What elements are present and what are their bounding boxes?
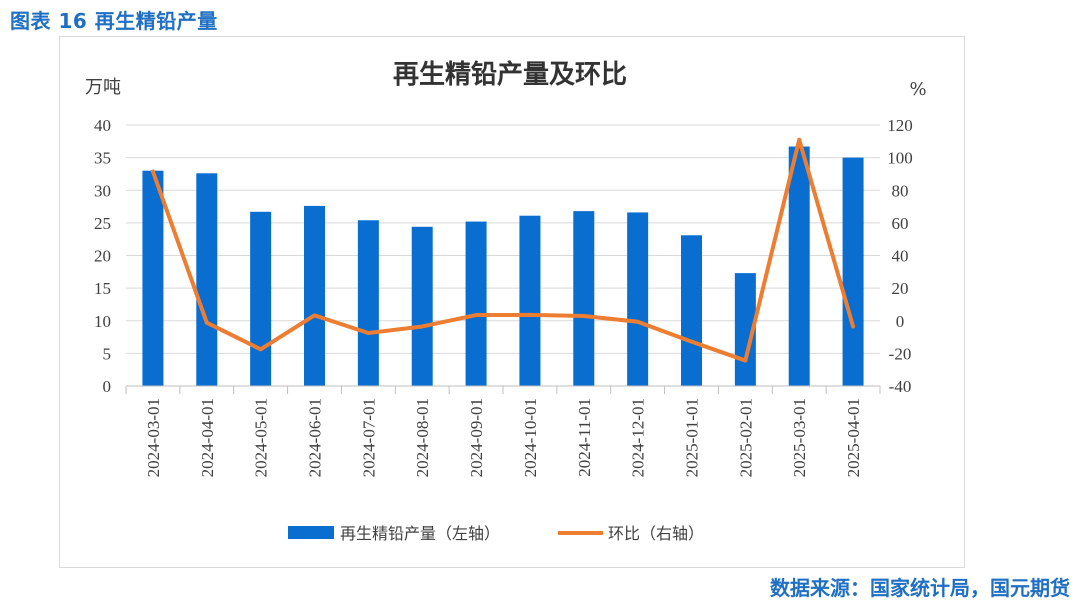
x-tick-label: 2024-11-01	[575, 398, 594, 477]
right-tick-label: -20	[889, 344, 912, 363]
bar	[788, 146, 810, 386]
left-tick-label: 25	[94, 214, 111, 233]
x-tick-label: 2024-06-01	[306, 398, 325, 477]
figure-title: 图表 16 再生精铅产量	[10, 9, 218, 33]
bar	[304, 205, 325, 386]
left-tick-label: 35	[94, 149, 111, 168]
x-tick-label: 2024-09-01	[467, 398, 486, 477]
bar	[627, 212, 649, 386]
left-tick-label: 30	[94, 181, 111, 200]
x-tick-label: 2025-04-01	[844, 398, 863, 477]
left-tick-label: 5	[103, 344, 112, 363]
bar	[681, 235, 702, 386]
bar	[196, 173, 218, 386]
right-tick-label: 40	[892, 247, 909, 266]
right-tick-label: 20	[892, 279, 909, 298]
line-path	[150, 137, 856, 363]
x-tick-label: 2024-10-01	[521, 398, 540, 477]
x-tick-label: 2025-01-01	[683, 398, 702, 477]
x-tick-label: 2024-07-01	[359, 398, 378, 477]
x-tick-label: 2025-02-01	[736, 398, 755, 477]
bar	[519, 215, 541, 386]
right-tick-label: 120	[887, 116, 913, 135]
chart-title: 再生精铅产量及环比	[393, 60, 627, 90]
line-series	[150, 137, 856, 363]
left-tick-label: 15	[94, 279, 111, 298]
right-tick-label: 100	[887, 149, 913, 168]
right-tick-label: 0	[896, 312, 905, 331]
axes: 0 5 10 15 20 25 30 35 40 -40 -20 0 20 40 60 80 100 120 202…	[94, 116, 913, 477]
left-axis-unit: 万吨	[85, 77, 121, 98]
right-axis-unit: %	[909, 79, 926, 100]
bar	[465, 221, 487, 386]
legend-line-label: 环比（右轴）	[608, 524, 704, 543]
right-tick-label: 80	[892, 181, 909, 200]
left-tick-label: 10	[94, 312, 111, 331]
x-tick-label: 2024-05-01	[252, 398, 271, 477]
x-tick-label: 2025-03-01	[790, 398, 809, 477]
left-tick-label: 40	[94, 116, 111, 135]
bar	[842, 157, 864, 386]
x-tick-label: 2024-08-01	[413, 398, 432, 477]
legend-bar-swatch	[288, 526, 334, 539]
right-tick-label: 60	[892, 214, 909, 233]
bar	[357, 220, 379, 386]
bar	[411, 226, 433, 386]
right-tick-label: -40	[889, 377, 912, 396]
x-tick-label: 2024-03-01	[144, 398, 163, 477]
bar	[573, 211, 595, 386]
legend: 再生精铅产量（左轴） 环比（右轴）	[288, 524, 704, 543]
left-tick-label: 20	[94, 247, 111, 266]
data-source: 数据来源：国家统计局，国元期货	[770, 576, 1070, 600]
legend-bar-label: 再生精铅产量（左轴）	[340, 524, 500, 543]
gridlines	[126, 124, 880, 354]
bar	[142, 170, 164, 386]
left-tick-label: 0	[103, 377, 112, 396]
bar-series	[142, 146, 864, 386]
x-tick-label: 2024-12-01	[629, 398, 648, 477]
bar	[250, 211, 272, 386]
x-tick-label: 2024-04-01	[198, 398, 217, 477]
